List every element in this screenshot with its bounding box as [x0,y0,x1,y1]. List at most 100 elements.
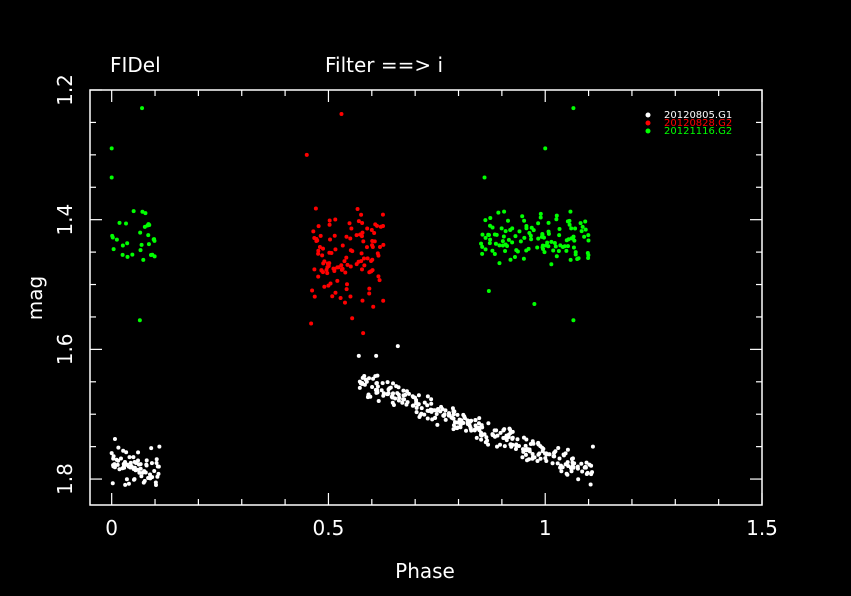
data-point [360,298,365,303]
data-point [365,226,370,231]
data-point [524,437,529,442]
data-point [426,409,431,414]
data-point [535,459,540,464]
data-point [488,215,493,220]
data-point [154,461,159,466]
data-point [373,222,378,227]
data-point [325,261,330,266]
data-point [375,373,380,378]
data-point [538,456,543,461]
data-point [568,257,573,262]
data-point [143,211,148,216]
data-point [569,236,574,241]
data-point [111,454,116,459]
data-point [375,384,380,389]
data-point [538,215,543,220]
data-point [450,406,455,411]
data-point [345,262,350,267]
data-point [528,233,533,238]
axis-tick-labels: 0 0.5 1 1.5 1.2 1.4 1.6 1.8 [53,74,778,540]
data-point [112,437,117,442]
data-point [348,236,353,241]
data-point [584,460,589,465]
legend-marker [645,120,651,126]
data-point [359,267,364,272]
data-point [473,418,478,423]
data-point [157,444,162,449]
data-point [502,209,507,214]
data-point [311,229,316,234]
data-point [137,470,142,475]
y-tick-label: 1.4 [53,204,77,236]
data-point [340,266,345,271]
data-point [376,274,381,279]
data-point [422,400,427,405]
data-point [422,412,427,417]
data-point [140,209,145,214]
data-point [348,294,353,299]
data-point [583,219,588,224]
data-point [138,462,143,467]
data-point [367,286,372,291]
data-point [538,211,543,216]
data-point [514,442,519,447]
data-point [340,243,345,248]
data-point [544,458,549,463]
data-point [479,423,484,428]
data-point [404,389,409,394]
data-point [404,402,409,407]
data-point [524,248,529,253]
data-point [137,318,142,323]
data-point [396,392,401,397]
data-point [401,393,406,398]
data-point [320,253,325,258]
data-point [451,423,456,428]
data-point [556,248,561,253]
data-point [546,229,551,234]
data-point [344,255,349,260]
data-point [325,271,330,276]
data-point [483,218,488,223]
data-point [486,289,491,294]
data-point [129,464,134,469]
data-point [486,442,491,447]
data-point [109,175,114,180]
data-point [148,253,153,258]
data-point [446,413,451,418]
data-point [506,237,511,242]
data-point [531,228,536,233]
data-point [124,221,129,226]
data-point [556,445,561,450]
data-point [153,483,158,488]
data-point [381,298,386,303]
data-point [139,474,144,479]
data-point [371,304,376,309]
data-point [362,382,367,387]
data-point [146,476,151,481]
data-point [579,461,584,466]
data-point [400,400,405,405]
data-point [312,267,317,272]
data-point [513,234,518,239]
data-point [344,287,349,292]
data-point [540,243,545,248]
data-point [126,481,131,486]
data-point [455,412,460,417]
data-point [381,391,386,396]
data-point [316,251,321,256]
data-point [513,447,518,452]
data-point [377,278,382,283]
data-point [356,353,361,358]
data-point [477,416,482,421]
data-point [538,444,543,449]
data-point [374,353,379,358]
data-point [316,224,321,229]
data-point [520,447,525,452]
data-point [142,224,147,229]
data-point [582,465,587,470]
data-point [573,250,578,255]
data-point [131,467,136,472]
data-point [576,256,581,261]
data-point [146,222,151,227]
